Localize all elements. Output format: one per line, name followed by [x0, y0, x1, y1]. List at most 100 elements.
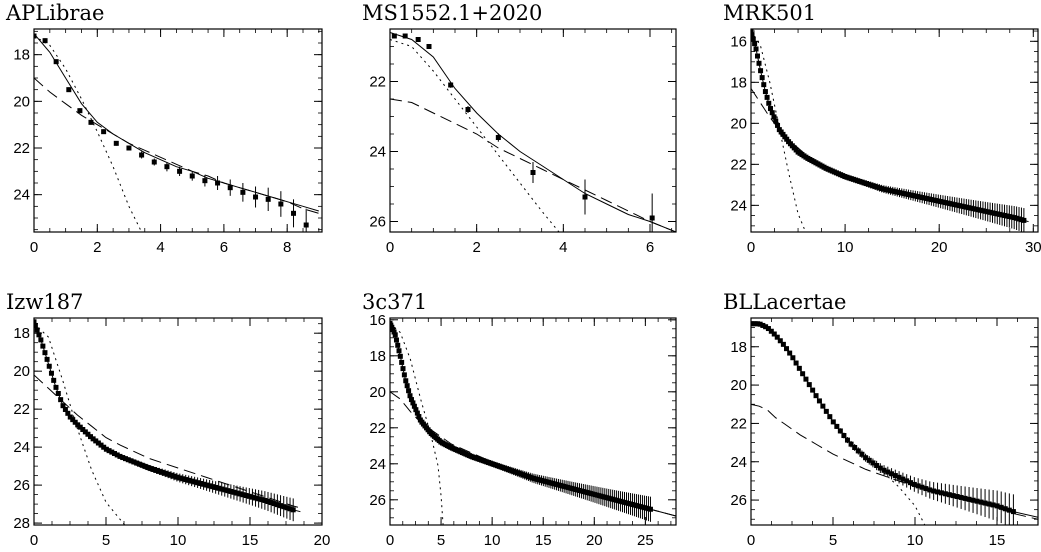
plot-area — [34, 319, 301, 525]
data-point — [284, 505, 290, 511]
data-point — [34, 327, 40, 333]
data-point — [994, 503, 1000, 509]
data-point — [117, 453, 123, 459]
data-point — [392, 332, 398, 338]
data-point — [889, 471, 895, 477]
data-point — [177, 475, 183, 481]
data-point — [784, 346, 790, 352]
data-point — [773, 118, 779, 124]
data-point — [848, 441, 854, 447]
x-tick-label: 0 — [30, 532, 38, 549]
data-point — [1002, 506, 1008, 512]
plot-frame — [33, 28, 323, 233]
y-tick-label: 20 — [730, 377, 747, 394]
data-point — [911, 481, 917, 487]
y-tick-label: 20 — [13, 93, 30, 110]
data-point — [402, 33, 408, 39]
data-point — [38, 337, 44, 343]
data-point — [923, 486, 929, 492]
data-point — [414, 410, 420, 416]
data-point — [201, 481, 207, 487]
data-point — [769, 110, 775, 116]
data-point — [227, 185, 233, 191]
data-point — [395, 342, 401, 348]
panel-title: MS1552.1+2020 — [362, 1, 542, 25]
data-point — [142, 463, 148, 469]
data-point — [231, 489, 237, 495]
data-point — [935, 489, 941, 495]
y-tick-label: 20 — [13, 363, 30, 380]
x-tick-label: 0 — [30, 239, 38, 256]
data-point — [763, 324, 769, 330]
x-tick-label: 6 — [646, 239, 654, 256]
data-point — [259, 497, 265, 503]
data-point — [93, 438, 99, 444]
data-point — [51, 377, 57, 383]
data-point — [75, 422, 81, 428]
x-tick-label: 10 — [484, 532, 501, 549]
data-point — [131, 459, 137, 465]
data-point — [88, 434, 94, 440]
data-point — [109, 449, 115, 455]
x-tick-label: 5 — [102, 532, 110, 549]
y-tick-label: 22 — [730, 415, 747, 432]
data-point — [111, 451, 117, 457]
data-point — [162, 470, 168, 476]
plot-frame — [750, 28, 1039, 233]
panel-title: 3c371 — [362, 290, 427, 314]
data-point — [192, 479, 198, 485]
y-tick-label: 18 — [13, 325, 30, 342]
data-point — [290, 507, 296, 513]
x-tick-label: 0 — [386, 532, 394, 549]
data-point — [841, 433, 847, 439]
data-point — [806, 382, 812, 388]
data-point — [207, 483, 213, 489]
data-point — [156, 468, 162, 474]
x-tick-label: 10 — [837, 239, 854, 256]
data-point — [243, 493, 249, 499]
data-point — [125, 457, 131, 463]
data-point — [448, 82, 454, 88]
data-point — [904, 478, 910, 484]
data-point — [1006, 507, 1012, 513]
data-point — [234, 490, 240, 496]
data-point — [154, 467, 160, 473]
data-point — [774, 334, 780, 340]
data-point — [800, 371, 806, 377]
plot-frame — [389, 28, 677, 233]
series-dotted-line — [34, 323, 126, 525]
data-point — [647, 506, 653, 512]
data-point — [103, 446, 109, 452]
series-dashed-line — [751, 88, 1029, 223]
data-point — [908, 480, 914, 486]
y-tick-label: 22 — [13, 401, 30, 418]
y-tick-label: 16 — [730, 33, 747, 50]
data-point — [771, 114, 777, 120]
data-point — [237, 491, 243, 497]
data-point — [174, 474, 180, 480]
data-point — [88, 119, 94, 125]
data-point — [189, 478, 195, 484]
data-point — [134, 460, 140, 466]
data-point — [82, 429, 88, 435]
data-point — [767, 106, 773, 112]
data-point — [754, 53, 760, 59]
x-tick-label: 8 — [283, 239, 291, 256]
data-point — [34, 319, 37, 325]
data-point — [762, 89, 768, 95]
data-point — [219, 486, 225, 492]
data-point — [761, 82, 767, 88]
data-point — [253, 194, 259, 200]
data-point — [866, 457, 872, 463]
data-point — [287, 506, 293, 512]
data-point — [136, 461, 142, 467]
y-tick-label: 22 — [369, 420, 386, 437]
data-point — [1021, 217, 1027, 223]
panel-title: MRK501 — [723, 1, 816, 25]
data-point — [982, 500, 988, 506]
data-point — [222, 487, 228, 493]
data-point — [151, 466, 157, 472]
data-point — [827, 414, 833, 420]
data-point — [278, 201, 284, 207]
